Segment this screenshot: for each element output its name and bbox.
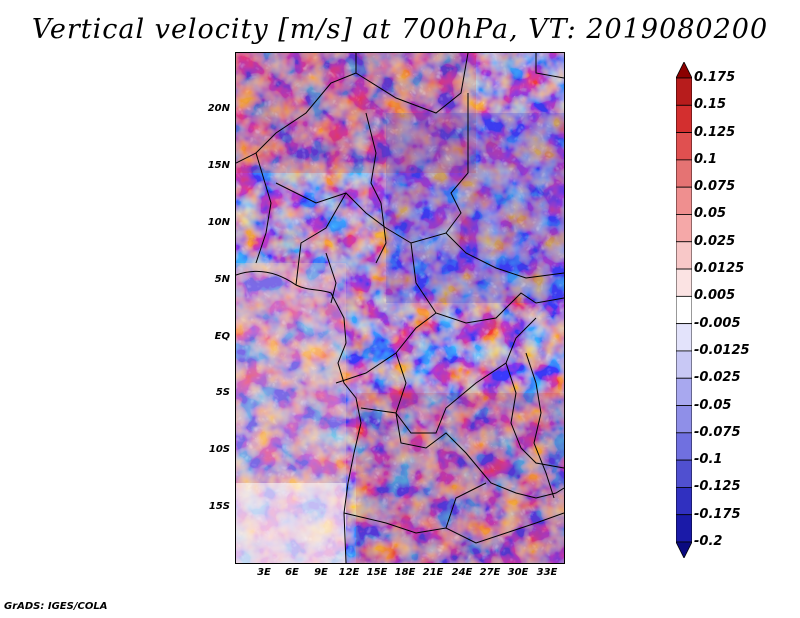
lat-label-5s: 5S bbox=[215, 387, 230, 398]
colorbar-label: 0.075 bbox=[694, 179, 736, 195]
lon-label-30e: 30E bbox=[507, 567, 529, 578]
map-title: Vertical velocity [m/s] at 700hPa, VT: 2… bbox=[31, 14, 769, 45]
colorbar-label: -0.075 bbox=[694, 424, 741, 440]
colorbar-label: -0.05 bbox=[694, 397, 732, 413]
lat-label-10s: 10S bbox=[208, 444, 230, 455]
lat-label-20n: 20N bbox=[207, 103, 230, 114]
lat-label-15s: 15S bbox=[208, 501, 230, 512]
colorbar-swatch bbox=[676, 104, 692, 133]
colorbar bbox=[676, 62, 692, 558]
lat-label-15n: 15N bbox=[207, 160, 230, 171]
colorbar-label: -0.0125 bbox=[694, 342, 750, 358]
colorbar-swatch bbox=[676, 77, 692, 106]
colorbar-label: 0.05 bbox=[694, 206, 727, 222]
colorbar-bottom-triangle bbox=[676, 541, 692, 558]
lat-label-eq: EQ bbox=[214, 331, 230, 342]
colorbar-top-triangle bbox=[676, 62, 692, 79]
colorbar-swatch bbox=[676, 487, 692, 516]
grads-credit: GrADS: IGES/COLA bbox=[4, 601, 108, 612]
lon-label-21e: 21E bbox=[422, 567, 444, 578]
map-panel bbox=[235, 52, 565, 564]
colorbar-label: 0.15 bbox=[694, 97, 727, 113]
colorbar-swatch bbox=[676, 159, 692, 188]
lat-label-5n: 5N bbox=[214, 274, 230, 285]
lon-label-6e: 6E bbox=[285, 567, 299, 578]
lon-label-24e: 24E bbox=[451, 567, 473, 578]
colorbar-swatch bbox=[676, 350, 692, 379]
lon-label-3e: 3E bbox=[257, 567, 271, 578]
colorbar-label: -0.025 bbox=[694, 370, 741, 386]
colorbar-swatch bbox=[676, 459, 692, 488]
lon-label-9e: 9E bbox=[314, 567, 328, 578]
colorbar-swatch bbox=[676, 214, 692, 243]
colorbar-label: 0.005 bbox=[694, 288, 736, 304]
colorbar-swatch bbox=[676, 514, 692, 543]
lon-label-15e: 15E bbox=[366, 567, 388, 578]
lat-label-10n: 10N bbox=[207, 217, 230, 228]
colorbar-label: 0.1 bbox=[694, 151, 718, 167]
colorbar-label: -0.1 bbox=[694, 452, 723, 468]
colorbar-swatch bbox=[676, 268, 692, 297]
colorbar-swatch bbox=[676, 295, 692, 325]
colorbar-swatch bbox=[676, 377, 692, 406]
colorbar-swatch bbox=[676, 186, 692, 215]
colorbar-swatch bbox=[676, 132, 692, 161]
colorbar-label: 0.0125 bbox=[694, 261, 745, 277]
lon-label-12e: 12E bbox=[338, 567, 360, 578]
vertical-velocity-field bbox=[236, 53, 564, 563]
colorbar-swatch bbox=[676, 241, 692, 270]
colorbar-label: -0.005 bbox=[694, 315, 741, 331]
colorbar-swatch bbox=[676, 323, 692, 352]
colorbar-swatch bbox=[676, 432, 692, 461]
lon-label-18e: 18E bbox=[394, 567, 416, 578]
lon-label-27e: 27E bbox=[479, 567, 501, 578]
lon-label-33e: 33E bbox=[536, 567, 558, 578]
colorbar-swatch bbox=[676, 405, 692, 434]
colorbar-label: 0.025 bbox=[694, 233, 736, 249]
colorbar-label: -0.2 bbox=[694, 534, 723, 549]
colorbar-label: -0.125 bbox=[694, 479, 741, 495]
colorbar-label: -0.175 bbox=[694, 506, 741, 522]
colorbar-label: 0.125 bbox=[694, 124, 736, 140]
colorbar-label: 0.175 bbox=[694, 70, 736, 85]
